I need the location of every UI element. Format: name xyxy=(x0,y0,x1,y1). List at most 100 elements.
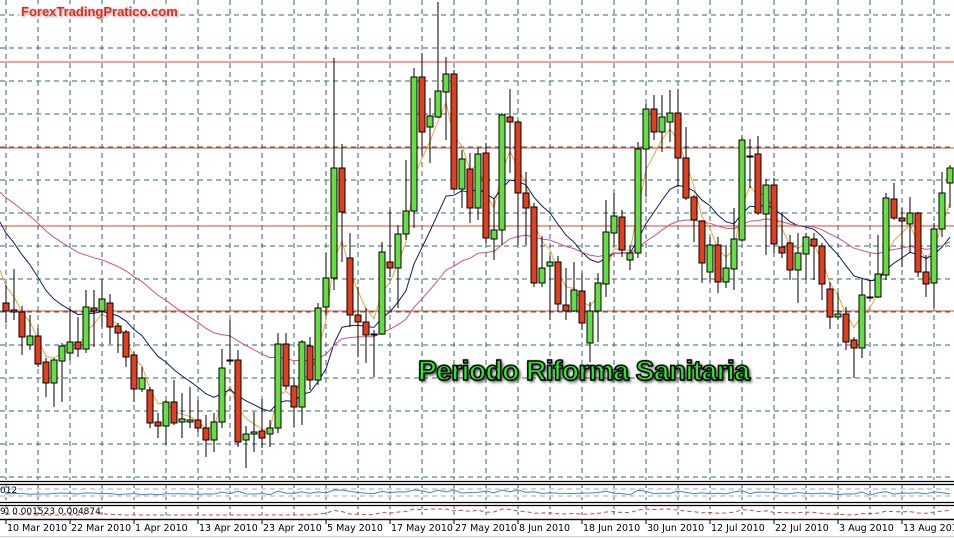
candle-bull xyxy=(162,401,170,427)
candle-bear xyxy=(530,206,538,284)
candle-bear xyxy=(338,167,346,213)
candle-bull xyxy=(906,212,914,225)
candle-bull xyxy=(186,419,194,423)
time-axis-label: 23 Apr 2010 xyxy=(263,523,322,534)
candle-bear xyxy=(922,271,930,285)
time-axis-label: 17 May 2010 xyxy=(391,523,453,534)
candle-bull xyxy=(370,333,378,336)
candle-bear xyxy=(2,302,10,312)
candle-bear xyxy=(346,257,354,316)
candle-bear xyxy=(754,153,762,214)
candle-bull xyxy=(602,231,610,285)
candle-bear xyxy=(362,321,370,336)
candle-bull xyxy=(738,139,746,241)
indicator-1-label: 012 xyxy=(0,486,18,496)
candle-bear xyxy=(122,331,130,358)
candle-bear xyxy=(114,325,122,334)
candle-bear xyxy=(554,261,562,305)
candle-bear xyxy=(674,112,682,159)
candle-bull xyxy=(834,313,842,318)
candle-bear xyxy=(170,401,178,424)
candle-bull xyxy=(882,197,890,276)
indicator-2-line xyxy=(5,508,951,516)
moving-average-medium xyxy=(0,179,951,412)
candle-bull xyxy=(658,116,666,133)
candle-bear xyxy=(618,216,626,251)
candle-bull xyxy=(210,421,218,441)
candle-bear xyxy=(810,238,818,247)
candle-bull xyxy=(858,294,866,349)
candle-bull xyxy=(626,252,634,261)
candle-bear xyxy=(698,220,706,264)
candle-bull xyxy=(378,251,386,335)
candle-bear xyxy=(850,339,858,349)
candle-bull xyxy=(434,90,442,118)
time-axis-label: 5 May 2010 xyxy=(327,523,383,534)
candle-bear xyxy=(818,245,826,285)
candle-bear xyxy=(506,116,514,123)
candle-bear xyxy=(690,196,698,221)
moving-average-slow xyxy=(0,191,951,362)
candle-bear xyxy=(106,302,114,328)
candle-bear xyxy=(522,192,530,209)
candle-bull xyxy=(938,192,946,230)
candle-bear xyxy=(290,385,298,408)
candle-bear xyxy=(194,419,202,429)
time-axis-label: 13 Aug 2010 xyxy=(903,523,954,534)
candle-bear xyxy=(514,121,522,194)
candle-bear xyxy=(682,157,690,199)
candle-bull xyxy=(930,228,938,284)
candle-bear xyxy=(146,389,154,424)
candle-bull xyxy=(730,238,738,270)
candle-bear xyxy=(418,76,426,133)
candle-bear xyxy=(234,359,242,443)
time-axis-label: 3 Aug 2010 xyxy=(839,523,894,534)
candle-bull xyxy=(266,427,274,435)
candle-bull xyxy=(442,73,450,93)
candle-bear xyxy=(90,307,98,312)
candle-bull xyxy=(634,148,642,254)
time-axis-label: 27 May 2010 xyxy=(455,523,517,534)
candle-bear xyxy=(306,345,314,381)
candle-bear xyxy=(130,354,138,390)
time-axis-label: 1 Apr 2010 xyxy=(135,523,188,534)
time-axis-label: 10 Mar 2010 xyxy=(7,523,68,534)
candle-bull xyxy=(874,273,882,298)
candle-bull xyxy=(946,167,954,184)
candle-bull xyxy=(458,158,466,190)
indicator-2-label: 9) 0.001523 0.004874 xyxy=(0,507,101,517)
candle-bull xyxy=(794,252,802,271)
candle-bear xyxy=(714,244,722,283)
candle-bull xyxy=(802,236,810,255)
candle-bull xyxy=(410,76,418,212)
candle-bull xyxy=(546,261,554,267)
candle-bear xyxy=(890,198,898,219)
candle-bear xyxy=(914,212,922,273)
candle-bull xyxy=(330,167,338,279)
candle-bull xyxy=(58,345,66,362)
candle-bull xyxy=(706,244,714,273)
candle-bear xyxy=(202,427,210,441)
candle-bull xyxy=(26,335,34,346)
candle-bull xyxy=(666,112,674,123)
time-axis-label: 8 Jun 2010 xyxy=(519,523,571,534)
candle-bull xyxy=(722,267,730,283)
candle-bear xyxy=(74,341,82,350)
candle-bull xyxy=(98,298,106,312)
candle-bear xyxy=(650,108,658,133)
candle-bear xyxy=(10,309,18,313)
candle-bear xyxy=(826,288,834,318)
candle-bull xyxy=(250,431,258,435)
time-axis-label: 22 Mar 2010 xyxy=(71,523,132,534)
candle-bull xyxy=(474,153,482,209)
candle-bear xyxy=(482,152,490,239)
candle-bull xyxy=(314,307,322,381)
annotation-label: Periodo Riforma Sanitaria xyxy=(417,354,750,387)
candle-bull xyxy=(322,277,330,308)
time-axis-label: 30 Jun 2010 xyxy=(647,523,705,534)
candle-bear xyxy=(282,343,290,387)
time-axis-label: 18 Jun 2010 xyxy=(583,523,641,534)
candle-bull xyxy=(138,377,146,390)
